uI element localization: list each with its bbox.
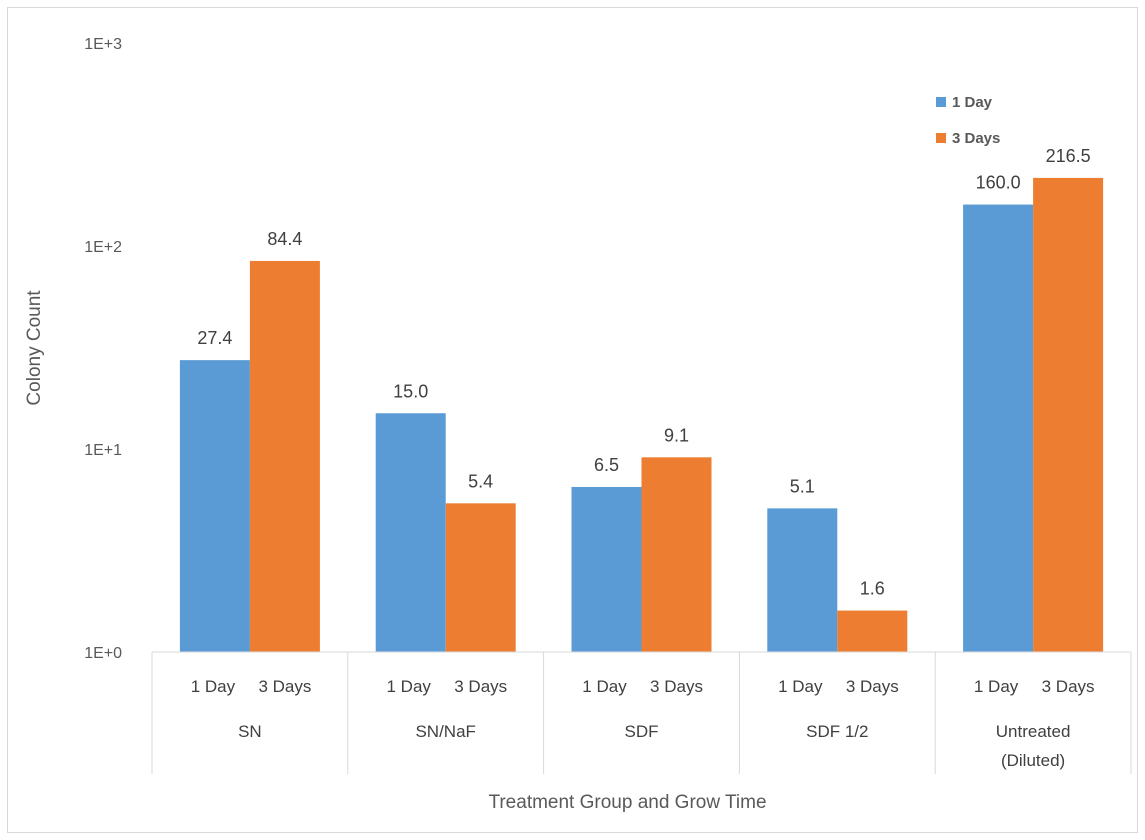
bar <box>837 610 908 652</box>
bar <box>1033 177 1104 652</box>
bar-chart: 1E+0 1E+1 1E+2 1E+3 Colony Count 27.4 15.0 6.5 5… <box>24 36 1132 813</box>
category-label: SN <box>238 722 262 741</box>
category-label: SDF <box>625 722 659 741</box>
sub-category-label: 1 Day <box>778 677 823 696</box>
x-axis-title: Treatment Group and Grow Time <box>488 792 766 813</box>
y-axis-title: Colony Count <box>24 290 45 406</box>
y-tick-label: 1E+2 <box>84 239 122 256</box>
bar <box>963 204 1034 652</box>
bar <box>249 260 320 652</box>
category-label: SN/NaF <box>415 722 475 741</box>
sub-category-label: 3 Days <box>846 677 899 696</box>
data-label: 84.4 <box>267 229 302 249</box>
category-label: (Diluted) <box>1001 751 1065 770</box>
data-label: 6.5 <box>594 455 619 475</box>
bar <box>445 503 516 652</box>
bar <box>641 457 712 652</box>
category-label: Untreated <box>996 722 1071 741</box>
sub-category-label: 3 Days <box>1042 677 1095 696</box>
sub-category-label: 3 Days <box>258 677 311 696</box>
legend-label: 3 Days <box>952 130 1000 147</box>
data-label: 27.4 <box>197 328 232 348</box>
data-label: 5.1 <box>790 476 815 496</box>
sub-category-label: 1 Day <box>582 677 627 696</box>
sub-category-label: 1 Day <box>386 677 431 696</box>
data-label: 160.0 <box>976 173 1021 193</box>
legend-swatch <box>936 133 946 143</box>
legend-label: 1 Day <box>952 94 993 111</box>
sub-category-label: 1 Day <box>974 677 1019 696</box>
category-label: SDF 1/2 <box>806 722 868 741</box>
data-label: 216.5 <box>1046 146 1091 166</box>
data-label: 1.6 <box>860 579 885 599</box>
data-label: 15.0 <box>393 381 428 401</box>
sub-category-label: 3 Days <box>454 677 507 696</box>
legend-swatch <box>936 97 946 107</box>
y-tick-label: 1E+0 <box>84 645 122 662</box>
sub-category-label: 3 Days <box>650 677 703 696</box>
y-tick-label: 1E+1 <box>84 442 122 459</box>
y-tick-label: 1E+3 <box>84 36 122 53</box>
chart-area: 1E+0 1E+1 1E+2 1E+3 Colony Count 27.4 15.0 6.5 5… <box>7 7 1138 833</box>
bar <box>571 486 642 652</box>
sub-category-label: 1 Day <box>191 677 236 696</box>
data-label: 5.4 <box>468 471 493 491</box>
bar <box>375 413 446 652</box>
bar <box>767 508 838 652</box>
bar <box>179 360 250 652</box>
data-label: 9.1 <box>664 425 689 445</box>
